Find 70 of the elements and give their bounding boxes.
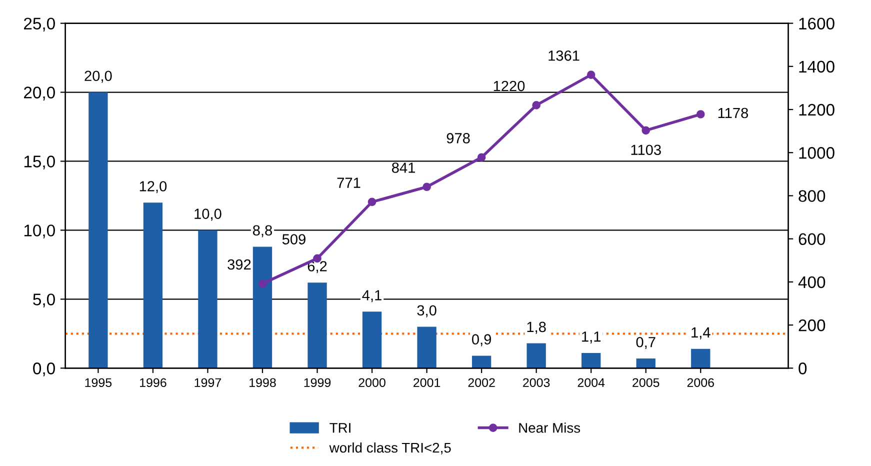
data-label: 4,1: [362, 290, 382, 302]
data-label: 1178: [718, 108, 748, 118]
bar: [526, 343, 546, 368]
bar: [252, 246, 272, 368]
x-tick-label: 1999: [304, 378, 331, 388]
point: [586, 70, 596, 79]
data-label: 1361: [548, 50, 580, 61]
y2-tick-label: 0: [798, 362, 807, 374]
point: [477, 153, 486, 162]
bar: [636, 358, 656, 368]
data-label: 1,1: [582, 332, 601, 344]
legend-label: Near Miss: [519, 422, 580, 433]
data-label: 978: [446, 133, 470, 144]
x-tick-label: 2003: [523, 378, 550, 388]
y-tick-label: 25,0: [24, 18, 55, 32]
x-tick-label: 2006: [687, 378, 714, 388]
x-tick-label: 2002: [468, 378, 495, 388]
x-tick-label: 1995: [85, 378, 112, 388]
y-tick-label: 0,0: [33, 362, 55, 376]
y2-tick-label: 800: [798, 190, 826, 202]
point: [696, 110, 705, 118]
data-label: 509: [282, 234, 306, 244]
data-label: 12,0: [140, 181, 167, 194]
data-label: 1,4: [692, 327, 710, 340]
x-tick-label: 2000: [358, 378, 386, 388]
data-label: 392: [228, 259, 251, 270]
data-label: 0,7: [636, 336, 656, 349]
bar: [472, 356, 492, 368]
x-tick-label: 1997: [194, 378, 221, 388]
bar: [308, 282, 327, 368]
data-label: 1103: [631, 144, 661, 156]
data-label: 1,8: [527, 322, 546, 334]
data-label: 771: [337, 178, 360, 188]
bar: [88, 92, 108, 368]
legend-label: TRI: [330, 423, 350, 433]
x-tick-label: 1998: [250, 378, 276, 388]
y2-tick-label: 1200: [799, 104, 834, 116]
y2-tick-label: 400: [798, 276, 826, 288]
data-label: 10,0: [194, 208, 222, 221]
data-label: 0,9: [472, 334, 492, 346]
x-tick-label: 1996: [140, 378, 166, 388]
data-label: 8,8: [252, 225, 272, 238]
data-label: 841: [392, 162, 415, 173]
point: [532, 101, 540, 110]
point: [368, 198, 376, 206]
data-label: 3,0: [417, 305, 436, 318]
y2-tick-label: 200: [798, 319, 826, 332]
bar: [362, 312, 382, 368]
y2-tick-label: 1000: [799, 147, 834, 159]
bar: [198, 230, 218, 368]
legend-label: world class TRI<2,5: [329, 442, 451, 454]
point: [258, 279, 267, 288]
x-tick-label: 2005: [632, 378, 660, 388]
data-label: 20,0: [84, 70, 112, 83]
data-label: 1220: [494, 80, 525, 92]
bar: [143, 202, 163, 368]
x-tick-label: 2004: [578, 378, 605, 388]
y2-tick-label: 600: [798, 233, 826, 246]
point: [422, 182, 431, 192]
y-tick-label: 10,0: [24, 224, 55, 238]
y-tick-label: 15,0: [24, 156, 55, 170]
y2-tick-label: 1400: [799, 60, 834, 73]
bar: [582, 352, 601, 368]
bar: [417, 326, 436, 368]
bar: [691, 348, 710, 368]
point: [642, 126, 650, 135]
x-tick-label: 2001: [414, 378, 440, 388]
y-tick-label: 20,0: [24, 86, 55, 100]
y2-tick-label: 1600: [799, 18, 834, 30]
y-tick-label: 5,0: [33, 294, 55, 308]
